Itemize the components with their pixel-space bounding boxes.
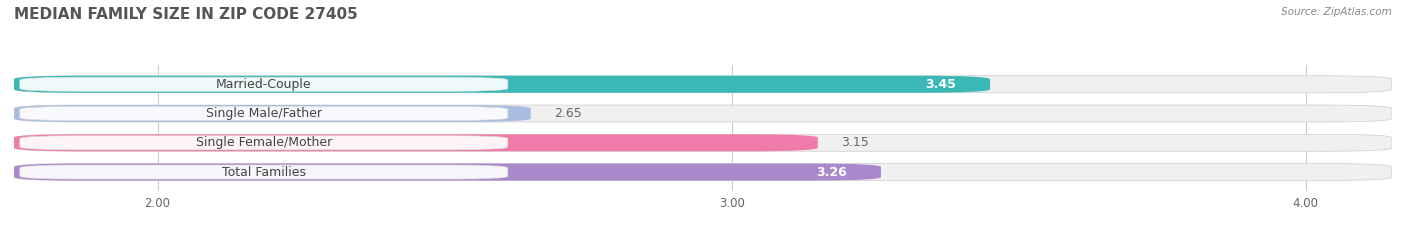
FancyBboxPatch shape xyxy=(20,106,508,120)
FancyBboxPatch shape xyxy=(14,105,1392,122)
FancyBboxPatch shape xyxy=(14,164,1392,181)
Text: Single Male/Father: Single Male/Father xyxy=(205,107,322,120)
Text: Source: ZipAtlas.com: Source: ZipAtlas.com xyxy=(1281,7,1392,17)
Text: Single Female/Mother: Single Female/Mother xyxy=(195,136,332,149)
Text: 3.45: 3.45 xyxy=(925,78,956,91)
FancyBboxPatch shape xyxy=(20,136,508,150)
Text: Total Families: Total Families xyxy=(222,165,305,178)
FancyBboxPatch shape xyxy=(20,77,508,91)
FancyBboxPatch shape xyxy=(14,134,1392,151)
FancyBboxPatch shape xyxy=(14,76,990,93)
Text: MEDIAN FAMILY SIZE IN ZIP CODE 27405: MEDIAN FAMILY SIZE IN ZIP CODE 27405 xyxy=(14,7,357,22)
Text: 3.26: 3.26 xyxy=(815,165,846,178)
FancyBboxPatch shape xyxy=(14,105,530,122)
FancyBboxPatch shape xyxy=(14,164,882,181)
FancyBboxPatch shape xyxy=(14,76,1392,93)
Text: Married-Couple: Married-Couple xyxy=(217,78,312,91)
Text: 2.65: 2.65 xyxy=(554,107,582,120)
FancyBboxPatch shape xyxy=(20,165,508,179)
FancyBboxPatch shape xyxy=(14,134,818,151)
Text: 3.15: 3.15 xyxy=(841,136,869,149)
